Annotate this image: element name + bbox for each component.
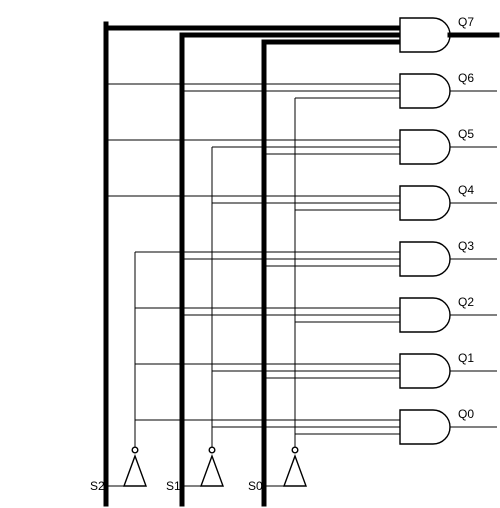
and-gate-q1: Q1 [135,351,497,389]
output-label-q4: Q4 [458,183,474,197]
and-gate-q7: Q7 [103,15,500,53]
and-gate-body [399,73,451,109]
and-gate-q2: Q2 [135,295,497,333]
not-gate-body [282,453,308,487]
and-gate-body [399,297,451,333]
output-label-q0: Q0 [458,407,474,421]
not-gate-body [199,453,225,487]
not-gate-bubble [208,446,216,454]
and-gate-body [399,185,451,221]
input-label-s1: S1 [166,479,181,493]
and-gate-body [399,17,451,53]
not-gate-body [122,453,148,487]
output-label-q1: Q1 [458,351,474,365]
not-gate-bubble [131,446,139,454]
input-label-s2: S2 [90,479,105,493]
and-gate-body [399,241,451,277]
output-label-q7: Q7 [458,15,474,29]
and-gate-q3: Q3 [135,239,497,277]
not-gate-s1: S1 [166,446,225,493]
and-gate-body [399,129,451,165]
not-gate-bubble [291,446,299,454]
output-label-q5: Q5 [458,127,474,141]
and-gate-body [399,353,451,389]
output-label-q6: Q6 [458,71,474,85]
and-gate-q4: Q4 [106,183,497,221]
and-gate-q5: Q5 [106,127,497,165]
not-gate-s2: S2 [90,446,148,493]
and-gate-body [399,409,451,445]
input-label-s0: S0 [248,479,263,493]
output-label-q2: Q2 [458,295,474,309]
output-label-q3: Q3 [458,239,474,253]
and-gate-q6: Q6 [106,71,497,109]
not-gate-s0: S0 [248,446,308,493]
and-gate-q0: Q0 [135,407,497,445]
